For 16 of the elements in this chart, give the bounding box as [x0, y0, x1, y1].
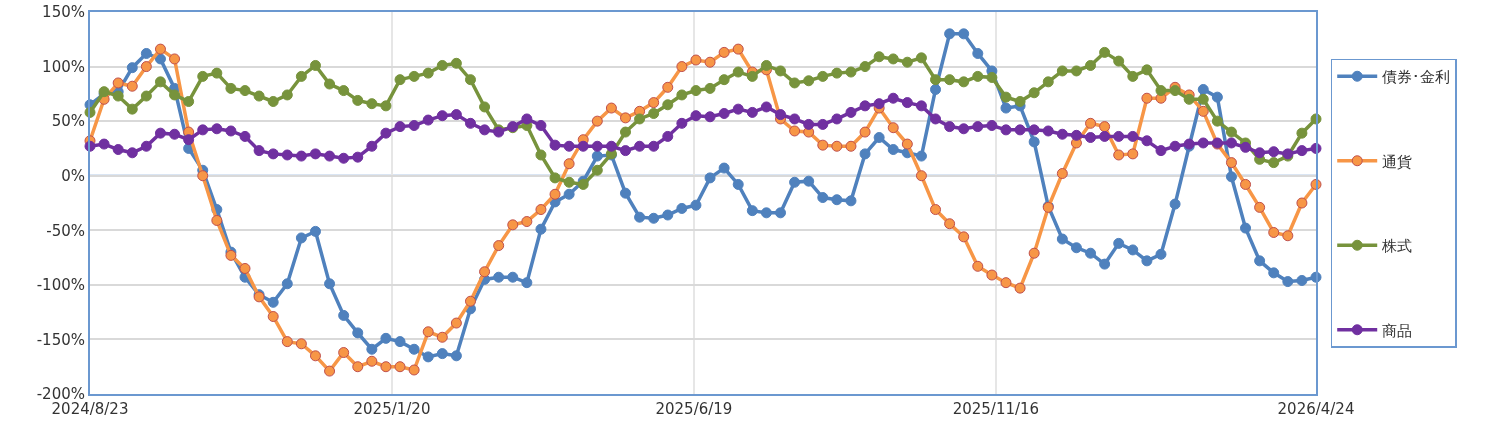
legend-label: 株式	[1381, 237, 1413, 256]
x-tick-label: 2026/4/24	[1277, 400, 1355, 418]
x-tick-label: 2025/1/20	[353, 400, 431, 418]
y-tick-label: 50%	[51, 112, 85, 131]
legend-label: 通貨	[1382, 152, 1413, 171]
y-tick-label: 150%	[42, 3, 85, 22]
y-tick-label: -150%	[36, 330, 85, 349]
x-tick-label: 2025/11/16	[952, 400, 1040, 418]
y-tick-label: -100%	[36, 276, 85, 295]
legend-label: 商品	[1382, 321, 1413, 340]
y-tick-label: 100%	[42, 57, 85, 76]
x-tick-label: 2024/8/23	[51, 400, 129, 418]
legend-label: 債券･金利	[1382, 68, 1451, 87]
y-tick-label: -50%	[46, 221, 85, 240]
y-tick-label: 0%	[61, 166, 85, 185]
x-tick-label: 2025/6/19	[655, 400, 733, 418]
